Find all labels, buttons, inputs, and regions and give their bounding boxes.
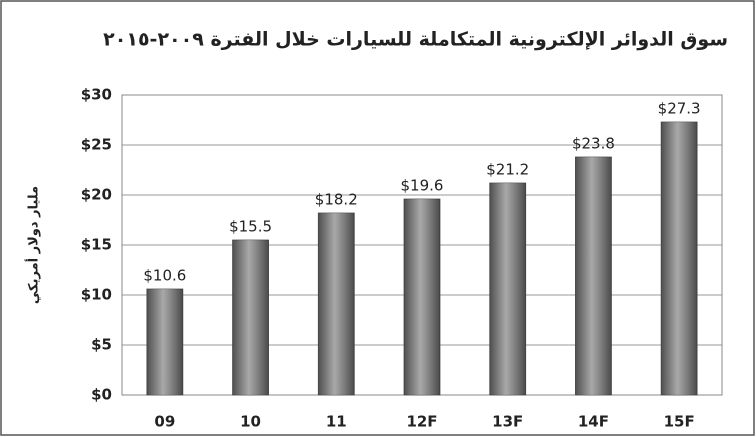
y-tick-label: $10	[81, 286, 112, 304]
bar-shine	[661, 122, 698, 395]
y-tick-label: $25	[81, 136, 112, 154]
x-tick-label: 14F	[578, 413, 609, 431]
x-tick-label: 13F	[492, 413, 523, 431]
chart-title: سوق الدوائر الإلكترونية المتكاملة للسيار…	[103, 29, 728, 51]
value-label: $27.3	[658, 100, 701, 118]
bar-shine	[575, 157, 612, 395]
value-label: $19.6	[401, 177, 444, 195]
y-tick-label: $20	[81, 186, 112, 204]
y-tick-label: $30	[81, 86, 112, 104]
value-label: $18.2	[315, 191, 358, 209]
value-label: $21.2	[486, 161, 529, 179]
bar-shine	[318, 213, 355, 395]
value-label: $15.5	[229, 218, 272, 236]
y-tick-label: $15	[81, 236, 112, 254]
y-tick-label: $0	[91, 386, 112, 404]
bar-shine	[489, 183, 526, 395]
bar-shine	[232, 240, 269, 395]
value-label: $23.8	[572, 135, 615, 153]
y-tick-label: $5	[91, 336, 112, 354]
x-tick-label: 15F	[664, 413, 695, 431]
bar-shine	[404, 199, 440, 395]
x-tick-label: 12F	[406, 413, 437, 431]
y-axis-label: مليار دولار أمريكي	[25, 186, 42, 304]
x-tick-label: 10	[240, 413, 261, 431]
x-tick-label: 11	[326, 413, 347, 431]
x-tick-label: 09	[154, 413, 175, 431]
bar-shine	[146, 289, 183, 395]
value-label: $10.6	[143, 267, 186, 285]
